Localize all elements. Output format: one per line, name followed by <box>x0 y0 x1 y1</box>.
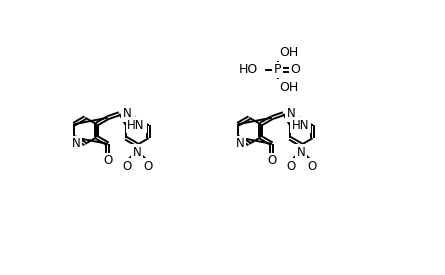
Text: O: O <box>122 160 131 173</box>
Text: OH: OH <box>279 81 299 94</box>
Text: O: O <box>143 160 153 173</box>
Text: N: N <box>133 146 142 159</box>
Text: O: O <box>103 154 113 167</box>
Text: OH: OH <box>279 46 299 59</box>
Text: O: O <box>307 160 316 173</box>
Text: HN: HN <box>291 119 309 132</box>
Text: N: N <box>123 107 132 120</box>
Text: HO: HO <box>239 64 259 76</box>
Text: N: N <box>72 138 81 150</box>
Text: N: N <box>287 107 296 120</box>
Text: HN: HN <box>127 119 145 132</box>
Text: O: O <box>267 154 276 167</box>
Text: O: O <box>286 160 295 173</box>
Text: O: O <box>291 64 300 76</box>
Text: N: N <box>236 138 245 150</box>
Text: N: N <box>297 146 306 159</box>
Text: P: P <box>274 64 282 76</box>
